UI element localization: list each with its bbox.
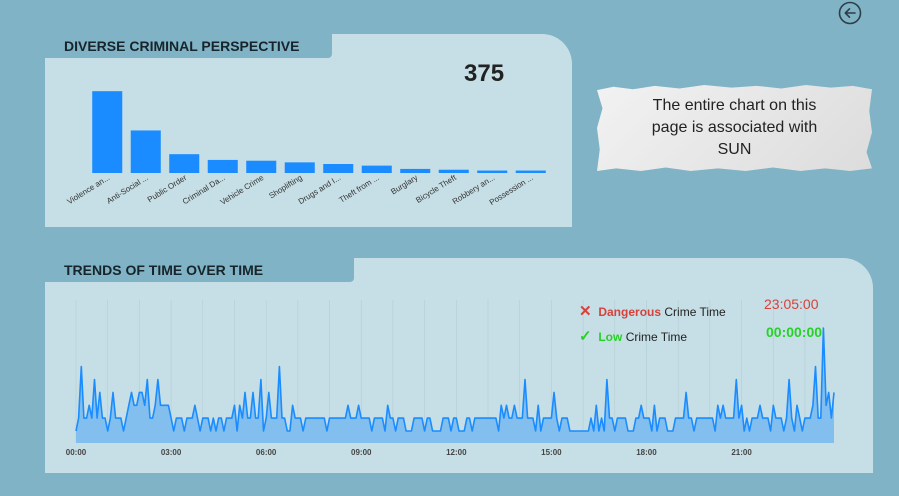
bar-0 xyxy=(92,91,123,173)
legend-low: ✓ Low Crime Time xyxy=(579,327,687,345)
x-tick-label-3: 09:00 xyxy=(351,448,372,457)
bar-10 xyxy=(477,170,508,173)
day-note-text: The entire chart on this page is associa… xyxy=(651,97,818,158)
x-tick-label-6: 18:00 xyxy=(636,448,657,457)
bar-7 xyxy=(361,165,392,173)
trend-area xyxy=(76,328,834,443)
x-tick-label-1: 03:00 xyxy=(161,448,182,457)
bar-2 xyxy=(169,154,200,173)
bar-category-label-5: Shoplifting xyxy=(267,173,303,200)
dangerous-time-value: 23:05:00 xyxy=(764,296,819,312)
check-mark-icon: ✓ xyxy=(579,328,592,345)
bar-8 xyxy=(400,168,431,173)
bar-category-label-7: Theft from ... xyxy=(338,173,381,205)
x-tick-label-0: 00:00 xyxy=(66,448,87,457)
trend-line xyxy=(75,327,835,432)
day-note-card: The entire chart on this page is associa… xyxy=(597,85,872,171)
arrow-left-circle-icon xyxy=(838,1,862,25)
legend-low-suffix: Crime Time xyxy=(625,330,688,344)
legend-dangerous-word: Dangerous xyxy=(598,305,662,319)
bar-3 xyxy=(207,159,238,173)
legend-dangerous-suffix: Crime Time xyxy=(664,305,726,319)
low-time-value: 00:00:00 xyxy=(766,324,823,340)
bar-11 xyxy=(515,170,546,173)
legend-low-word: Low xyxy=(598,330,623,344)
bar-9 xyxy=(438,169,469,173)
crime-category-title: DIVERSE CRIMINAL PERSPECTIVE xyxy=(45,34,332,58)
bar-5 xyxy=(284,162,315,173)
bar-category-label-11: Possession ... xyxy=(488,173,535,207)
time-trend-area-chart[interactable]: 00:00 03:00 06:00 09:00 12:00 15:00 18:00 21:00 xyxy=(45,282,873,472)
time-trend-title: TRENDS OF TIME OVER TIME xyxy=(45,258,354,282)
x-tick-label-4: 12:00 xyxy=(446,448,467,457)
back-button[interactable] xyxy=(838,1,862,25)
bar-1 xyxy=(130,130,161,173)
x-tick-label-7: 21:00 xyxy=(731,448,752,457)
legend-dangerous: ✕ Dangerous Crime Time xyxy=(579,302,726,320)
x-tick-label-2: 06:00 xyxy=(256,448,277,457)
bar-category-label-8: Burglary xyxy=(389,173,419,196)
bar-category-label-4: Vehicle Crime xyxy=(219,173,266,207)
crime-category-bar-chart[interactable]: Violence an...Anti-Social ...Public Orde… xyxy=(45,58,565,226)
bar-category-label-1: Anti-Social ... xyxy=(105,173,150,206)
bar-category-label-0: Violence an... xyxy=(66,173,112,206)
bar-4 xyxy=(246,160,277,173)
bar-6 xyxy=(323,164,354,173)
crime-total-card: 375 xyxy=(464,60,505,87)
bar-category-label-6: Drugs and I... xyxy=(297,173,343,206)
x-mark-icon: ✕ xyxy=(579,303,592,320)
x-tick-label-5: 15:00 xyxy=(541,448,562,457)
